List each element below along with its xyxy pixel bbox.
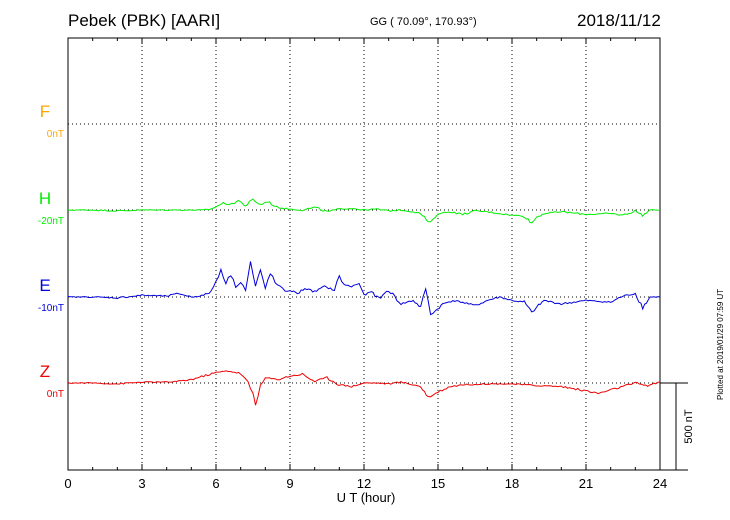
scale-bar-label: 500 nT xyxy=(683,409,695,444)
x-tick-label-12: 12 xyxy=(357,476,371,491)
series-label-E: E xyxy=(39,276,50,295)
station-title: Pebek (PBK) [AARI] xyxy=(68,11,221,30)
coordinates-label: GG ( 70.09°, 170.93°) xyxy=(370,16,477,28)
offset-label-E: -10nT xyxy=(38,303,64,314)
x-tick-label-21: 21 xyxy=(579,476,593,491)
x-tick-label-0: 0 xyxy=(64,476,71,491)
x-axis-title: U T (hour) xyxy=(336,490,396,505)
x-tick-label-9: 9 xyxy=(286,476,293,491)
date-label: 2018/11/12 xyxy=(577,11,661,30)
x-tick-label-6: 6 xyxy=(212,476,219,491)
series-line-E xyxy=(67,261,661,316)
series-label-Z: Z xyxy=(40,362,50,381)
offset-label-Z: 0nT xyxy=(47,389,64,400)
x-tick-label-15: 15 xyxy=(431,476,445,491)
series-label-F: F xyxy=(40,102,50,121)
series-line-Z xyxy=(67,370,661,406)
plotted-timestamp: Plotted at 2019/01/29 07:59 UT xyxy=(716,288,725,400)
series-label-H: H xyxy=(39,189,51,208)
x-tick-label-18: 18 xyxy=(505,476,519,491)
offset-label-H: -20nT xyxy=(38,216,64,227)
series-line-H xyxy=(67,198,661,224)
x-tick-label-24: 24 xyxy=(653,476,667,491)
x-tick-label-3: 3 xyxy=(138,476,145,491)
offset-label-F: 0nT xyxy=(47,129,64,140)
